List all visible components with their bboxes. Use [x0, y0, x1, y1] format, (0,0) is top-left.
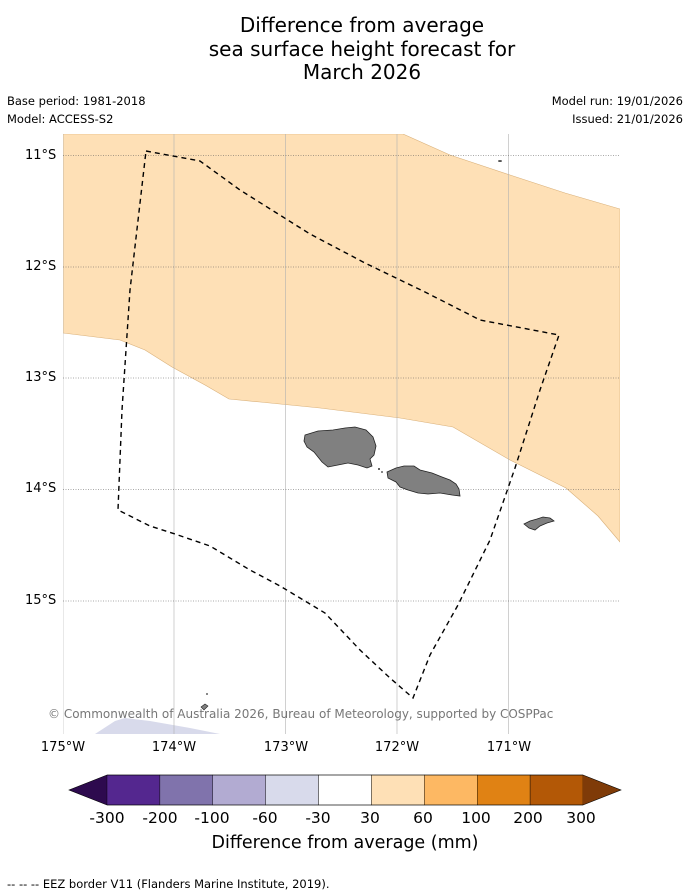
- title-line-1: Difference from average: [239, 13, 485, 37]
- base-period: Base period: 1981-2018: [7, 94, 146, 108]
- colorbar-swatch: [318, 774, 372, 806]
- colorbar-tick: -300: [89, 809, 125, 827]
- colorbar-tick: -30: [305, 809, 331, 827]
- meta-left: Base period: 1981-2018 Model: ACCESS-S2: [7, 94, 146, 130]
- lon-label-171w: 171°W: [486, 740, 532, 755]
- lat-label-15s: 15°S: [25, 593, 57, 608]
- lat-label-12s: 12°S: [25, 259, 57, 274]
- colorbar-tick: -60: [252, 809, 278, 827]
- model-name: Model: ACCESS-S2: [7, 112, 114, 126]
- lon-label-174w: 174°W: [151, 740, 197, 755]
- colorbar-swatches: [69, 774, 621, 806]
- colorbar-outline: [68, 774, 622, 806]
- anomaly-region-minus30-minus60: [95, 718, 220, 734]
- colorbar-tick: 60: [413, 809, 433, 827]
- colorbar-tick: 100: [461, 809, 491, 827]
- island-savaii: [303, 426, 377, 469]
- colorbar-extend-low: [69, 775, 107, 805]
- eez-legend-note: -- -- -- EEZ border V11 (Flanders Marine…: [7, 877, 330, 891]
- lat-label-14s: 14°S: [25, 481, 57, 496]
- colorbar-swatch: [424, 774, 478, 806]
- lat-label-13s: 13°S: [25, 370, 57, 385]
- colorbar-swatch: [159, 774, 213, 806]
- parallel-lines: [63, 155, 620, 602]
- colorbar-label: Difference from average (mm): [211, 833, 479, 853]
- colorbar-swatch: [106, 774, 161, 806]
- meta-right: Model run: 19/01/2026 Issued: 21/01/2026: [552, 94, 683, 130]
- colorbar-tick: -200: [142, 809, 178, 827]
- lon-label-175w: 175°W: [40, 740, 86, 755]
- colorbar-swatch: [265, 774, 319, 806]
- colorbar-swatch: [212, 774, 266, 806]
- title-line-2: sea surface height forecast for: [208, 36, 516, 61]
- title-line-3: March 2026: [302, 60, 422, 84]
- eez-border: [117, 150, 560, 700]
- colorbar-tick: 30: [360, 809, 380, 827]
- meridian-lines: [63, 134, 509, 734]
- copyright-notice: © Commonwealth of Australia 2026, Bureau…: [48, 707, 554, 721]
- islet-small: [206, 693, 208, 695]
- islet-apolima: [381, 471, 383, 473]
- map-panel: [63, 134, 620, 734]
- map-title: Difference from average sea surface heig…: [0, 13, 690, 85]
- anomaly-region-30-60: [63, 134, 620, 543]
- colorbar-tick: -100: [194, 809, 230, 827]
- colorbar-extend-high: [583, 775, 621, 805]
- colorbar-tick: 300: [566, 809, 596, 827]
- colorbar-tick: 200: [513, 809, 543, 827]
- lon-label-173w: 173°W: [263, 740, 309, 755]
- colorbar: [68, 774, 622, 806]
- islet-swains: [498, 160, 502, 162]
- islet-niuafoou: [200, 703, 209, 711]
- colorbar-swatch: [529, 774, 584, 806]
- island-upolu: [386, 465, 461, 497]
- lat-label-11s: 11°S: [25, 148, 57, 163]
- islet-manono: [378, 468, 380, 470]
- issued-date: Issued: 21/01/2026: [572, 112, 683, 126]
- island-tutuila: [523, 516, 555, 531]
- model-run: Model run: 19/01/2026: [551, 94, 683, 108]
- colorbar-swatch: [371, 774, 425, 806]
- lon-label-172w: 172°W: [374, 740, 420, 755]
- colorbar-swatch: [477, 774, 531, 806]
